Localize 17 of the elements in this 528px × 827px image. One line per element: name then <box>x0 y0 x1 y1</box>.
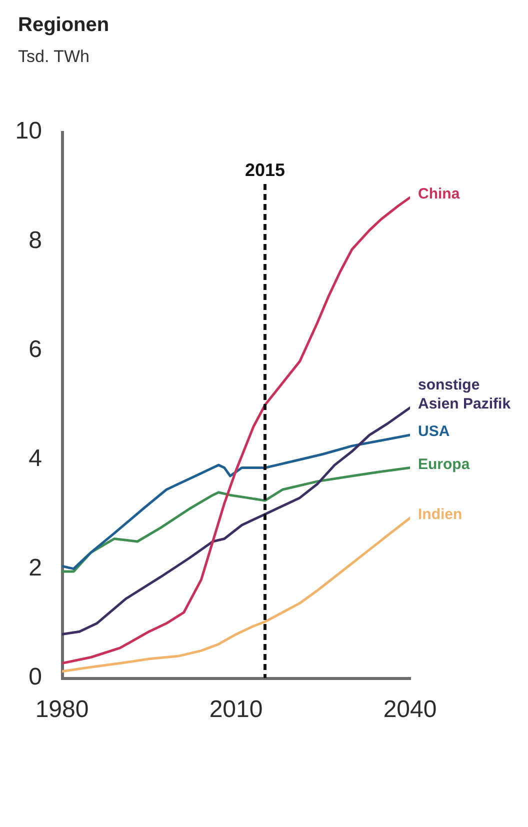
y-tick-label: 6 <box>28 336 42 364</box>
series-label: Europa <box>418 456 470 473</box>
y-tick-label: 10 <box>15 118 42 145</box>
x-tick-label: 2010 <box>209 696 263 724</box>
ref-line-label: 2015 <box>244 160 286 180</box>
chart-title: Regionen <box>18 14 110 37</box>
series-label: sonstige Asien Pazifik <box>418 376 512 413</box>
chart-subtitle: Tsd. TWh <box>18 47 90 67</box>
series-label: China <box>418 186 460 203</box>
y-tick-label: 0 <box>28 664 42 691</box>
x-tick-label: 2040 <box>383 696 437 724</box>
y-tick-label: 2 <box>28 554 42 582</box>
y-tick-label: 4 <box>28 445 42 472</box>
x-tick-label: 1980 <box>35 696 89 724</box>
series-label: USA <box>418 423 450 440</box>
y-tick-label: 8 <box>28 226 42 254</box>
series-label: Indien <box>418 506 462 524</box>
